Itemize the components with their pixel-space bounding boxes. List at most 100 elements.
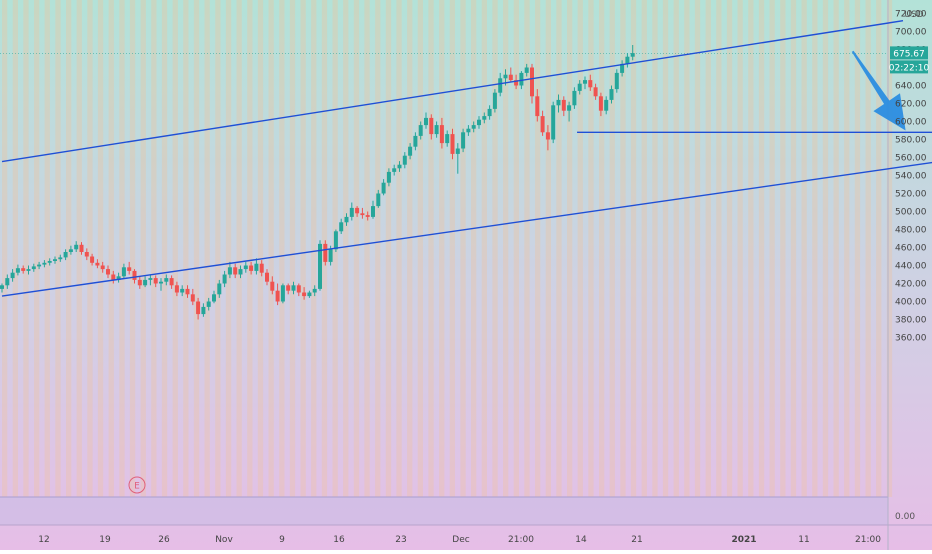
candle-body[interactable] xyxy=(47,261,52,263)
candle-body[interactable] xyxy=(577,83,582,91)
candle-body[interactable] xyxy=(561,99,566,111)
candle-body[interactable] xyxy=(482,116,487,120)
candle-body[interactable] xyxy=(10,272,15,279)
drawings[interactable] xyxy=(1,20,932,297)
candle-body[interactable] xyxy=(604,99,609,111)
candle-body[interactable] xyxy=(307,292,312,297)
candle-body[interactable] xyxy=(63,252,68,258)
candle-body[interactable] xyxy=(477,119,481,126)
candle-body[interactable] xyxy=(567,105,572,111)
candle-body[interactable] xyxy=(492,92,497,109)
candle-body[interactable] xyxy=(90,256,95,263)
candle-body[interactable] xyxy=(524,67,529,73)
candle-body[interactable] xyxy=(227,267,232,275)
candle-body[interactable] xyxy=(402,155,407,165)
candle-body[interactable] xyxy=(79,244,84,252)
event-marker-circle[interactable] xyxy=(128,476,146,494)
candle-body[interactable] xyxy=(0,285,4,289)
candle-body[interactable] xyxy=(148,278,153,280)
candle-body[interactable] xyxy=(265,272,269,282)
candle-body[interactable] xyxy=(344,216,349,223)
candle-body[interactable] xyxy=(164,278,169,282)
candle-body[interactable] xyxy=(185,288,190,295)
candle-body[interactable] xyxy=(58,257,63,260)
candle-body[interactable] xyxy=(376,193,381,207)
candle-body[interactable] xyxy=(270,281,275,291)
candle-body[interactable] xyxy=(429,117,434,135)
candle-body[interactable] xyxy=(397,164,402,169)
candle-body[interactable] xyxy=(254,263,259,271)
candle-body[interactable] xyxy=(212,294,216,302)
candle-body[interactable] xyxy=(111,274,116,280)
candle-body[interactable] xyxy=(461,132,466,149)
candle-body[interactable] xyxy=(312,288,317,293)
candle-body[interactable] xyxy=(413,135,418,147)
candle-body[interactable] xyxy=(439,125,444,144)
candle-body[interactable] xyxy=(132,270,137,280)
candle-body[interactable] xyxy=(535,96,540,117)
candle-body[interactable] xyxy=(392,168,397,172)
candle-body[interactable] xyxy=(408,146,413,156)
candle-body[interactable] xyxy=(280,285,285,302)
candle-body[interactable] xyxy=(249,265,254,271)
candle-body[interactable] xyxy=(625,56,630,64)
candle-body[interactable] xyxy=(296,285,301,293)
candle-body[interactable] xyxy=(217,283,222,295)
down-arrow-icon[interactable] xyxy=(851,50,906,131)
candle-body[interactable] xyxy=(381,182,386,194)
candle-body[interactable] xyxy=(143,279,148,286)
candle-body[interactable] xyxy=(572,90,577,106)
candle-body[interactable] xyxy=(106,269,110,275)
candle-body[interactable] xyxy=(291,285,296,291)
candle-body[interactable] xyxy=(286,285,291,291)
candle-body[interactable] xyxy=(318,243,322,289)
candle-body[interactable] xyxy=(127,267,132,271)
candle-body[interactable] xyxy=(116,276,121,280)
candle-body[interactable] xyxy=(609,89,614,100)
candle-body[interactable] xyxy=(37,264,42,267)
candle-body[interactable] xyxy=(514,80,519,86)
candle-body[interactable] xyxy=(349,207,354,217)
candle-body[interactable] xyxy=(328,249,333,262)
candle-body[interactable] xyxy=(614,72,619,90)
candle-body[interactable] xyxy=(275,290,280,302)
candle-body[interactable] xyxy=(68,249,73,252)
candle-body[interactable] xyxy=(121,267,126,277)
candle-body[interactable] xyxy=(95,262,100,266)
candle-body[interactable] xyxy=(169,278,174,286)
candle-body[interactable] xyxy=(620,63,625,73)
candle-body[interactable] xyxy=(583,80,587,84)
candle-body[interactable] xyxy=(159,281,163,284)
candle-body[interactable] xyxy=(519,72,524,86)
time-axis[interactable]: 12 19 26 Nov 9 16 23 Dec 21:00 14 21 2021 11 21:00 xyxy=(38,535,881,545)
candle-body[interactable] xyxy=(206,301,211,307)
candle-body[interactable] xyxy=(487,108,492,117)
candle-body[interactable] xyxy=(450,134,455,154)
candle-body[interactable] xyxy=(333,231,338,250)
candle-body[interactable] xyxy=(540,116,545,133)
candle-body[interactable] xyxy=(153,278,158,284)
candle-body[interactable] xyxy=(238,269,243,275)
candle-body[interactable] xyxy=(53,259,57,261)
candle-body[interactable] xyxy=(630,53,635,57)
trend-channel-line[interactable] xyxy=(1,20,904,163)
candle-body[interactable] xyxy=(434,125,439,135)
candle-body[interactable] xyxy=(355,207,360,214)
candle-body[interactable] xyxy=(466,128,471,133)
candle-body[interactable] xyxy=(180,288,185,293)
candle-body[interactable] xyxy=(190,294,195,302)
candle-body[interactable] xyxy=(551,105,556,140)
candle-body[interactable] xyxy=(222,274,227,284)
candle-body[interactable] xyxy=(74,244,79,250)
candle-body[interactable] xyxy=(339,222,344,232)
candle-body[interactable] xyxy=(26,269,31,271)
candle-body[interactable] xyxy=(233,267,238,275)
candlestick-series[interactable] xyxy=(0,45,635,320)
candle-body[interactable] xyxy=(598,96,603,111)
candle-body[interactable] xyxy=(371,206,375,217)
candle-body[interactable] xyxy=(503,74,508,79)
candle-body[interactable] xyxy=(593,87,598,97)
candle-body[interactable] xyxy=(174,285,179,293)
candle-body[interactable] xyxy=(471,125,476,129)
